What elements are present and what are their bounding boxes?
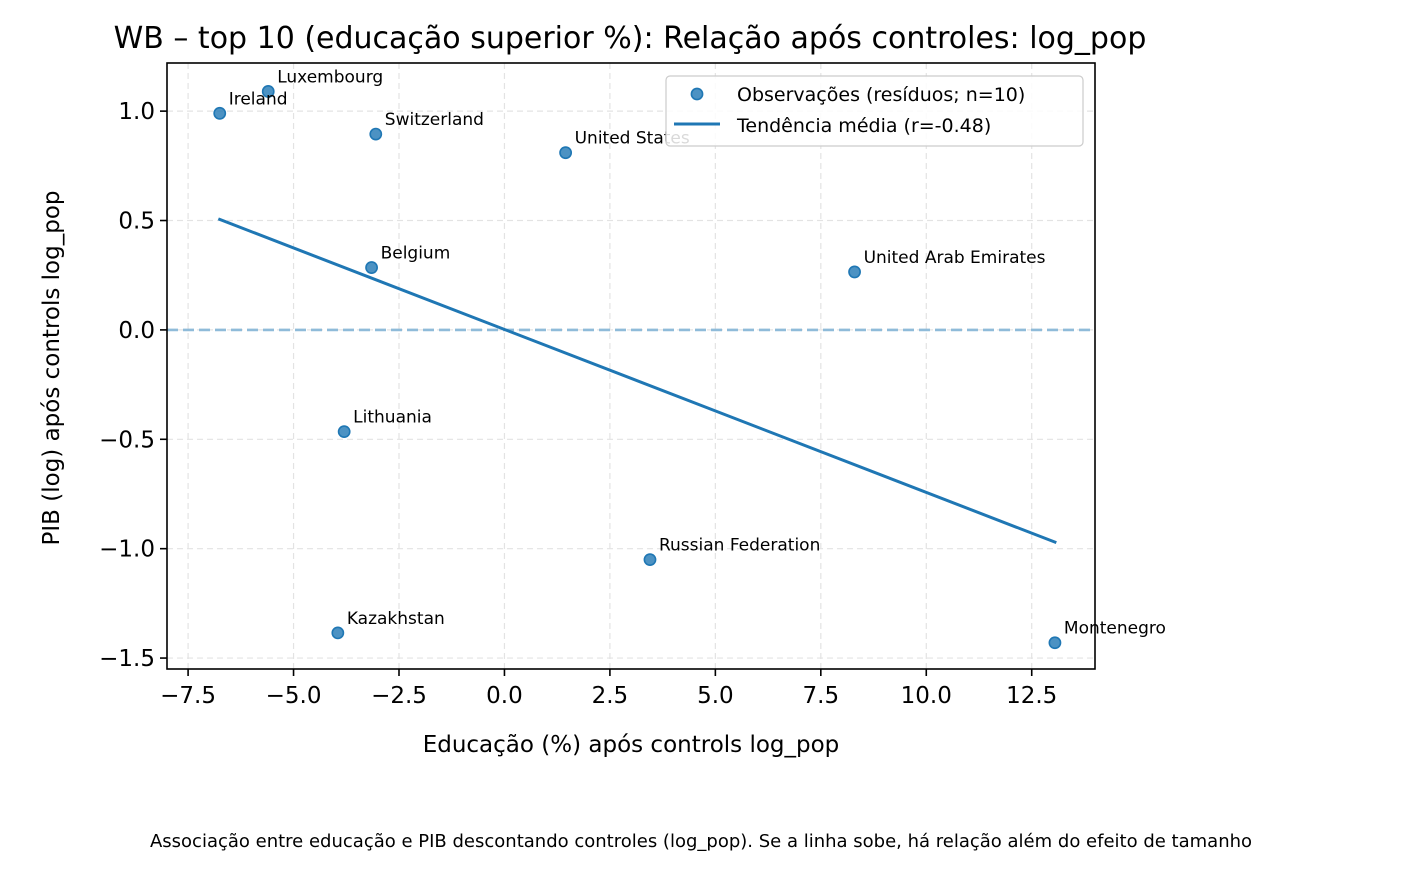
data-point [369, 127, 383, 141]
y-axis-label: PIB (log) após controls log_pop [39, 191, 65, 546]
trend-line-segment [217, 217, 1057, 545]
point-label: Ireland [229, 89, 288, 109]
data-point [643, 553, 657, 567]
legend: Observações (resíduos; n=10) Tendência m… [665, 75, 1084, 147]
point-label: Luxembourg [277, 67, 383, 87]
x-tick-label: 7.5 [803, 683, 840, 709]
point-label: Lithuania [353, 408, 432, 428]
point-label: Kazakhstan [347, 609, 445, 629]
trend-line [217, 217, 1057, 545]
point-label: Montenegro [1064, 619, 1166, 639]
y-tick-label: −0.5 [99, 427, 155, 453]
x-tick-label: 5.0 [697, 683, 734, 709]
x-tick-label: −2.5 [371, 683, 427, 709]
x-tick-label: 0.0 [486, 683, 523, 709]
point-label: Belgium [381, 244, 451, 264]
y-tick-label: −1.0 [99, 537, 155, 563]
y-tick-label: 0.0 [118, 318, 155, 344]
x-axis-label: Educação (%) após controls log_pop [423, 732, 840, 758]
legend-label-trend: Tendência média (r=-0.48) [736, 115, 991, 137]
figure-caption: Associação entre educação e PIB desconta… [150, 831, 1252, 852]
point-label: United States [575, 129, 690, 149]
data-point [365, 261, 378, 274]
legend-scatter-marker [690, 87, 704, 101]
x-tick-label: −7.5 [160, 683, 216, 709]
x-tick-label: 10.0 [901, 683, 952, 709]
y-tick-label: −1.5 [99, 646, 155, 672]
x-axis-ticks: −7.5 −5.0 −2.5 0.0 2.5 5.0 7.5 10.0 12.5 [160, 669, 1057, 709]
data-point [261, 85, 275, 98]
x-tick-label: 12.5 [1006, 683, 1057, 709]
grid [167, 63, 1095, 669]
data-point [337, 425, 351, 439]
legend-box [665, 75, 1084, 147]
plot-area-frame [166, 62, 1096, 670]
y-axis-ticks: −1.5 −1.0 −0.5 0.0 0.5 1.0 [99, 99, 167, 672]
y-tick-label: 0.5 [118, 209, 155, 235]
point-label: United Arab Emirates [864, 248, 1046, 268]
x-tick-label: 2.5 [592, 683, 629, 709]
data-point [559, 146, 573, 160]
legend-label-observations: Observações (resíduos; n=10) [737, 84, 1025, 106]
point-label: Switzerland [385, 110, 484, 130]
x-tick-label: −5.0 [266, 683, 322, 709]
chart-title: WB – top 10 (educação superior %): Relaç… [114, 21, 1147, 56]
point-label: Russian Federation [659, 536, 820, 556]
data-point [848, 265, 861, 279]
data-points [213, 85, 1062, 650]
data-point [1048, 636, 1062, 650]
data-point [331, 626, 345, 640]
y-tick-label: 1.0 [118, 99, 155, 125]
data-point [213, 106, 227, 120]
